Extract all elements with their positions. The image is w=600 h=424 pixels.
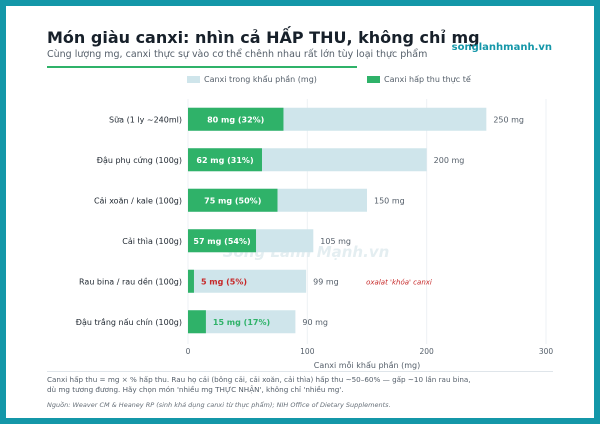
category-label: Cải thìa (100g) bbox=[122, 236, 182, 246]
bar-total bbox=[188, 269, 307, 293]
source-note: Nguồn: Weaver CM & Heaney RP (sinh khả d… bbox=[47, 401, 391, 409]
legend-label-absorbed: Canxi hấp thu thực tế bbox=[384, 75, 471, 84]
bar-absorbed-label: 5 mg (5%) bbox=[201, 277, 247, 286]
page-title: Món giàu canxi: nhìn cả HẤP THU, không c… bbox=[47, 28, 480, 47]
bar-total-label: 99 mg bbox=[313, 277, 339, 286]
bar-absorbed bbox=[188, 148, 262, 172]
footer-divider bbox=[47, 371, 553, 372]
legend-swatch-total bbox=[187, 76, 200, 83]
bar-absorbed bbox=[188, 188, 278, 212]
x-axis-label: Canxi mỗi khẩu phần (mg) bbox=[314, 360, 421, 370]
bar-absorbed bbox=[188, 310, 206, 334]
bar-total-label: 105 mg bbox=[320, 237, 351, 246]
brand-link[interactable]: songlanhmanh.vn bbox=[451, 42, 552, 53]
x-tick-label: 0 bbox=[186, 347, 191, 356]
infographic-card: Món giàu canxi: nhìn cả HẤP THU, không c… bbox=[6, 6, 594, 418]
title-underline bbox=[47, 66, 357, 68]
category-label: Sữa (1 ly ~240ml) bbox=[109, 115, 182, 124]
legend-item-absorbed: Canxi hấp thu thực tế bbox=[367, 75, 471, 84]
bar-absorbed-label: 15 mg (17%) bbox=[213, 318, 270, 327]
bar-absorbed bbox=[188, 107, 284, 131]
legend-label-total: Canxi trong khẩu phần (mg) bbox=[204, 75, 317, 84]
category-label: Cải xoăn / kale (100g) bbox=[94, 195, 182, 205]
annotation-text: oxalat 'khóa' canxi bbox=[366, 278, 432, 286]
bar-total-label: 200 mg bbox=[434, 156, 465, 165]
bar-total bbox=[188, 310, 296, 334]
x-tick-label: 200 bbox=[420, 347, 435, 356]
bar-absorbed-label: 80 mg (32%) bbox=[207, 115, 264, 124]
bar-absorbed-label: 75 mg (50%) bbox=[204, 196, 261, 205]
footer-note-line1: Canxi hấp thu = mg × % hấp thu. Rau họ c… bbox=[47, 375, 471, 384]
category-label: Đậu phụ cứng (100g) bbox=[97, 156, 182, 166]
page-subtitle: Cùng lượng mg, canxi thực sự vào cơ thể … bbox=[47, 49, 428, 60]
bar-absorbed-label: 57 mg (54%) bbox=[193, 237, 250, 246]
bar-total-label: 90 mg bbox=[302, 318, 328, 327]
bar-absorbed-label: 62 mg (31%) bbox=[196, 156, 253, 165]
legend-swatch-absorbed bbox=[367, 76, 380, 83]
bar-total-label: 250 mg bbox=[493, 115, 524, 124]
bar-total-label: 150 mg bbox=[374, 196, 405, 205]
x-tick-label: 100 bbox=[300, 347, 315, 356]
x-tick-label: 300 bbox=[539, 347, 554, 356]
legend-item-total: Canxi trong khẩu phần (mg) bbox=[187, 75, 317, 84]
bar-absorbed bbox=[188, 269, 194, 293]
bar-absorbed bbox=[188, 229, 257, 253]
category-label: Đậu trắng nấu chín (100g) bbox=[76, 317, 182, 328]
category-label: Rau bina / rau dền (100g) bbox=[79, 276, 182, 286]
footer-note-line2: dù mg tương đương. Hãy chọn món 'nhiều m… bbox=[47, 385, 344, 394]
